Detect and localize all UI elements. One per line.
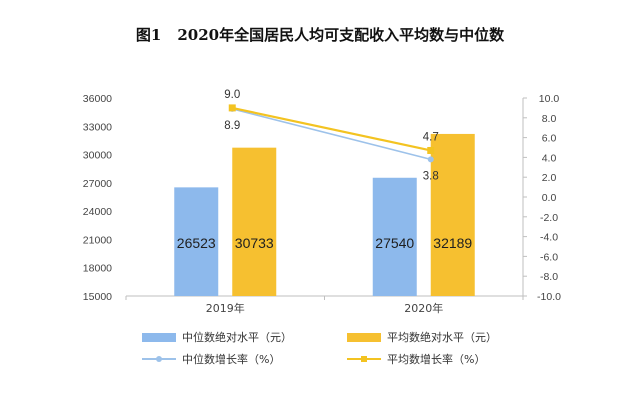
y-left-tick-label: 15000 [83,291,112,303]
line-point [427,146,435,154]
legend-swatch-median-line [142,354,176,364]
bar-value-label: 27540 [375,235,414,251]
y-right-tick-label: -4.0 [540,232,558,244]
legend-item-mean-bar: 平均数绝对水平（元） [347,329,497,345]
legend-item-median-line: 中位数增长率（%） [142,351,280,367]
y-right-tick-label: 2.0 [542,172,557,184]
y-right-tick-label: -10.0 [537,291,561,303]
y-right-tick-label: -2.0 [540,212,558,224]
y-left-tick-label: 27000 [83,178,112,190]
line-point [427,156,434,163]
legend-label-mean-bar: 平均数绝对水平（元） [387,331,497,344]
legend-label-median-line: 中位数增长率（%） [182,353,281,366]
point-value-label: 9.0 [224,89,240,101]
y-right-tick-label: 6.0 [542,133,557,145]
y-left-tick-label: 36000 [83,93,112,105]
y-right-tick-label: 8.0 [542,113,557,125]
bar [232,147,277,296]
y-right-tick-label: 10.0 [539,93,560,105]
legend-label-mean-line: 平均数增长率（%） [387,353,486,366]
y-left-tick-label: 21000 [83,234,112,246]
point-value-label: 3.8 [423,170,439,182]
y-left-tick-label: 33000 [83,121,112,133]
point-value-label: 8.9 [224,120,240,132]
y-right-tick-label: 0.0 [542,192,557,204]
bar [174,187,219,296]
legend-label-median-bar: 中位数绝对水平（元） [182,331,292,344]
chart-title: 图1 2020年全国居民人均可支配收入平均数与中位数 [0,24,640,45]
legend-swatch-median-bar [142,332,176,342]
legend-item-mean-line: 平均数增长率（%） [347,351,485,367]
y-right-tick-label: -8.0 [540,271,558,283]
legend-swatch-mean-bar [347,332,381,342]
bar [430,133,475,296]
y-right-tick-label: -6.0 [540,251,558,263]
bar [372,177,417,296]
bar-value-label: 26523 [177,235,216,251]
bar-value-label: 32189 [433,235,472,251]
y-left-tick-label: 24000 [83,206,112,218]
series-line [232,106,431,152]
legend-item-median-bar: 中位数绝对水平（元） [142,329,292,345]
line-point [228,104,236,112]
y-right-tick-label: 4.0 [542,152,557,164]
x-tick-label: 2020年 [404,301,443,315]
y-left-tick-label: 30000 [83,150,112,162]
x-tick-label: 2019年 [206,301,245,315]
point-value-label: 4.7 [423,131,439,143]
chart-title-number: 图1 [135,26,162,44]
series-line [232,108,431,161]
bar-value-label: 30733 [235,235,274,251]
legend-swatch-mean-line [347,354,381,364]
chart-title-text: 2020年全国居民人均可支配收入平均数与中位数 [177,26,505,44]
y-left-tick-label: 18000 [83,263,112,275]
